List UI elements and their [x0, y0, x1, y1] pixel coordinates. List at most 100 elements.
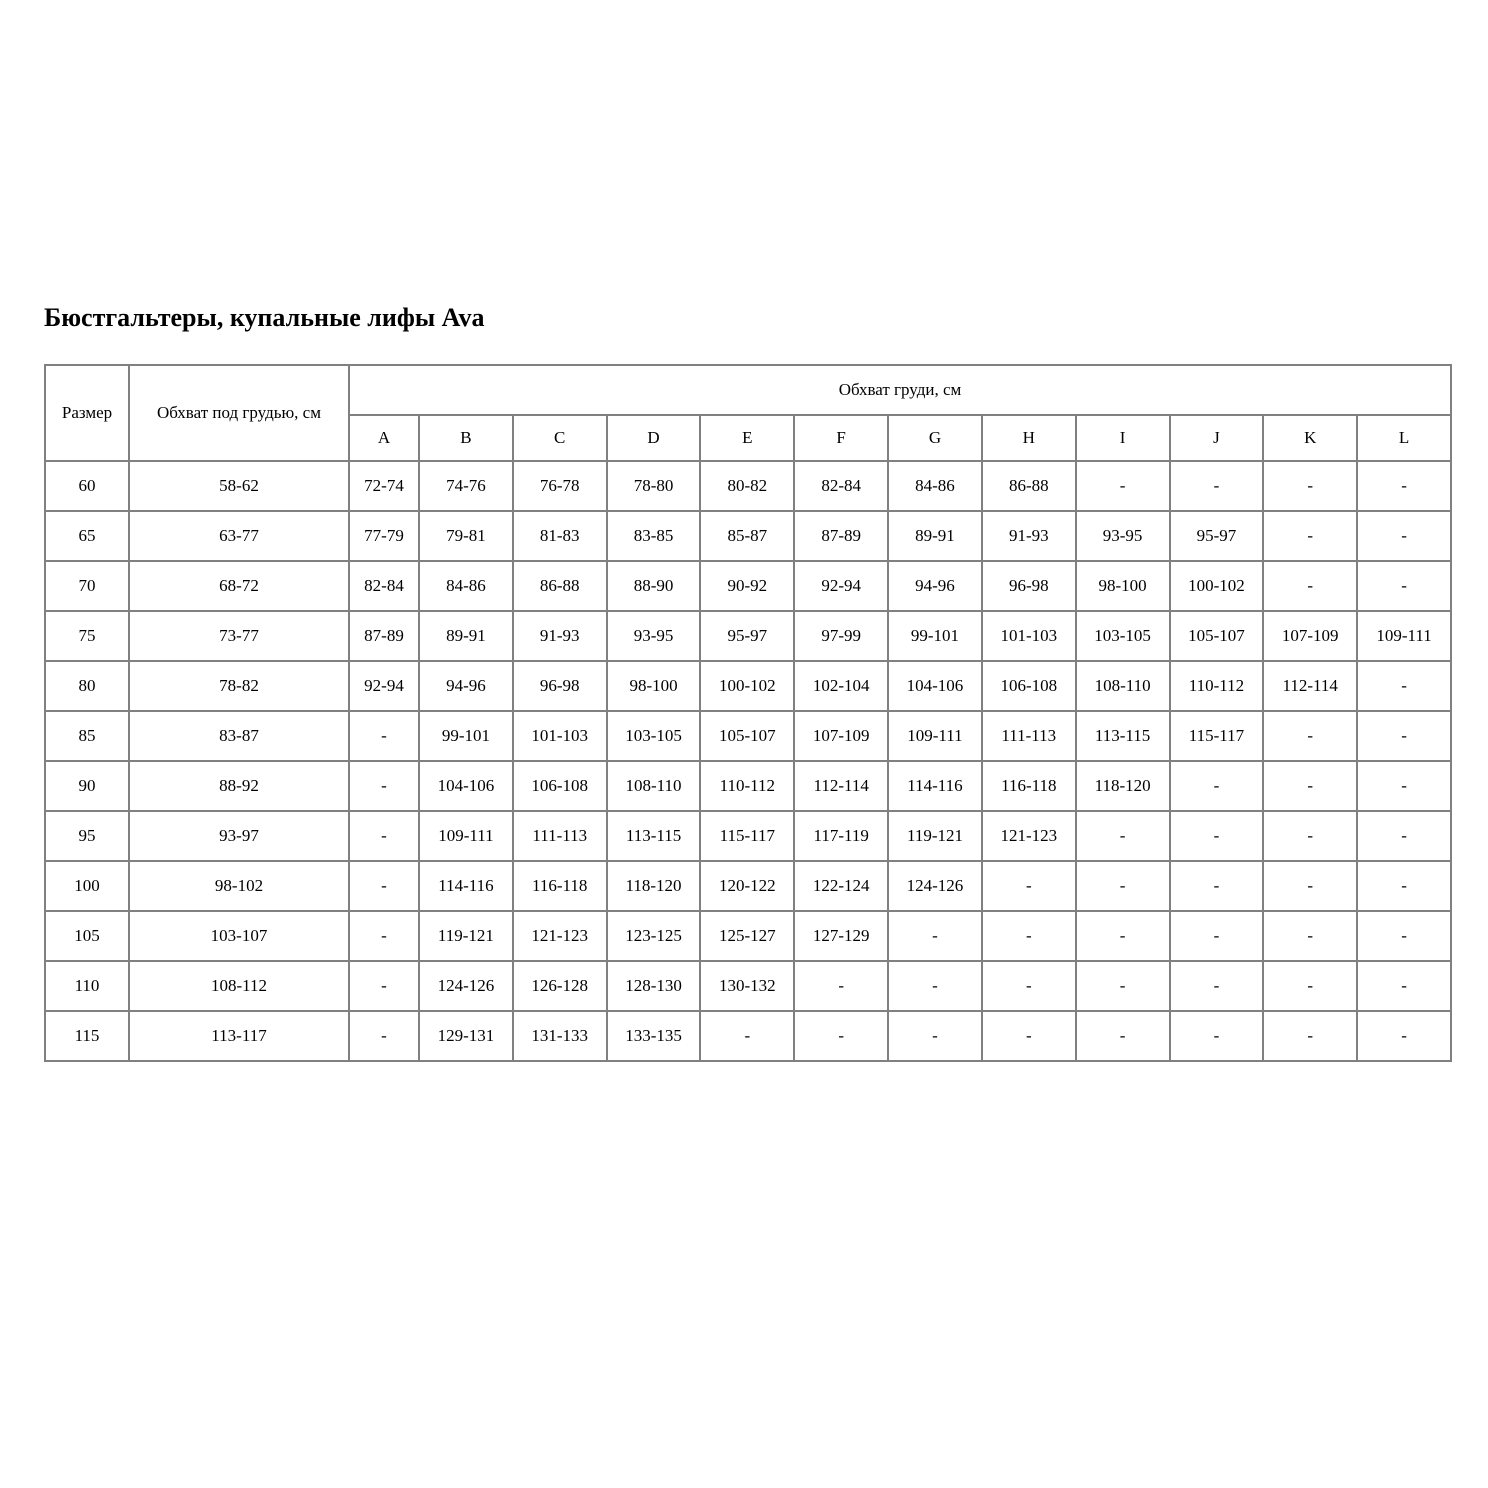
cup-value-cell: 74-76 — [418, 459, 514, 512]
header-cup-I: I — [1074, 413, 1171, 462]
size-cell: 80 — [44, 659, 130, 712]
header-cup-A: A — [348, 413, 420, 462]
cup-value-cell: 95-97 — [699, 609, 796, 662]
size-cell: 65 — [44, 509, 130, 562]
cup-value-cell: 103-105 — [605, 709, 702, 762]
cup-value-cell: 94-96 — [418, 659, 514, 712]
cup-value-cell: 88-90 — [605, 559, 702, 612]
cup-value-cell: 133-135 — [605, 1009, 702, 1062]
cup-value-cell: 108-110 — [1074, 659, 1171, 712]
cup-value-cell: 96-98 — [511, 659, 608, 712]
cup-value-cell: - — [887, 1009, 983, 1062]
cup-value-cell: - — [793, 1009, 890, 1062]
cup-value-cell: 89-91 — [887, 509, 983, 562]
size-cell: 85 — [44, 709, 130, 762]
underbust-cell: 83-87 — [128, 709, 350, 762]
cup-value-cell: 109-111 — [887, 709, 983, 762]
cup-value-cell: - — [1356, 909, 1452, 962]
table-row: 80 78-82 92-94 94-96 96-98 98-100 100-102 102-1… — [44, 659, 1452, 712]
table-header: Размер Обхват под грудью, см Обхват груд… — [44, 363, 1452, 462]
table-row: 115 113-117-129-131 131-133 133-135- - - - - - - - — [44, 1009, 1452, 1062]
cup-value-cell: - — [1262, 909, 1359, 962]
cup-value-cell: 124-126 — [887, 859, 983, 912]
cup-value-cell: 90-92 — [699, 559, 796, 612]
cup-value-cell: 109-111 — [418, 809, 514, 862]
cup-value-cell: 131-133 — [511, 1009, 608, 1062]
cup-value-cell: 91-93 — [511, 609, 608, 662]
table-row: 75 73-77 87-89 89-91 91-93 93-95 95-97 97-99 99-… — [44, 609, 1452, 662]
cup-value-cell: 106-108 — [511, 759, 608, 812]
cup-value-cell: - — [348, 909, 420, 962]
cup-value-cell: - — [793, 959, 890, 1012]
cup-value-cell: - — [1262, 1009, 1359, 1062]
cup-value-cell: 76-78 — [511, 459, 608, 512]
cup-value-cell: - — [348, 1009, 420, 1062]
cup-value-cell: 124-126 — [418, 959, 514, 1012]
header-size: Размер — [44, 363, 130, 462]
cup-value-cell: 84-86 — [418, 559, 514, 612]
table-row: 105 103-107-119-121 121-123 123-125 125-127 1… — [44, 909, 1452, 962]
cup-value-cell: 101-103 — [980, 609, 1077, 662]
cup-value-cell: - — [1356, 459, 1452, 512]
cup-value-cell: - — [348, 709, 420, 762]
cup-value-cell: - — [887, 959, 983, 1012]
table-body: 60 58-62 72-74 74-76 76-78 78-80 80-82 82-84 84-… — [44, 459, 1452, 1062]
cup-value-cell: 96-98 — [980, 559, 1077, 612]
table-row: 95 93-97-109-111 111-113 113-115 115-117 117-… — [44, 809, 1452, 862]
underbust-cell: 68-72 — [128, 559, 350, 612]
cup-value-cell: - — [699, 1009, 796, 1062]
underbust-cell: 93-97 — [128, 809, 350, 862]
cup-value-cell: 118-120 — [1074, 759, 1171, 812]
cup-value-cell: - — [348, 859, 420, 912]
cup-value-cell: 106-108 — [980, 659, 1077, 712]
cup-value-cell: 112-114 — [1262, 659, 1359, 712]
cup-value-cell: - — [1262, 859, 1359, 912]
cup-value-cell: - — [1356, 1009, 1452, 1062]
cup-value-cell: - — [1356, 559, 1452, 612]
cup-value-cell: 89-91 — [418, 609, 514, 662]
cup-value-cell: 94-96 — [887, 559, 983, 612]
size-cell: 115 — [44, 1009, 130, 1062]
cup-value-cell: - — [887, 909, 983, 962]
cup-value-cell: 119-121 — [418, 909, 514, 962]
cup-value-cell: 118-120 — [605, 859, 702, 912]
cup-value-cell: - — [1168, 759, 1265, 812]
cup-value-cell: 93-95 — [605, 609, 702, 662]
cup-value-cell: - — [1074, 909, 1171, 962]
cup-value-cell: 110-112 — [699, 759, 796, 812]
cup-value-cell: 99-101 — [418, 709, 514, 762]
cup-value-cell: 120-122 — [699, 859, 796, 912]
cup-value-cell: 117-119 — [793, 809, 890, 862]
cup-value-cell: 78-80 — [605, 459, 702, 512]
cup-value-cell: 100-102 — [1168, 559, 1265, 612]
cup-value-cell: 122-124 — [793, 859, 890, 912]
table-row: 100 98-102-114-116 116-118 118-120 120-122 12… — [44, 859, 1452, 912]
size-cell: 100 — [44, 859, 130, 912]
cup-value-cell: - — [348, 759, 420, 812]
table-row: 65 63-77 77-79 79-81 81-83 83-85 85-87 87-89 89-… — [44, 509, 1452, 562]
cup-value-cell: 77-79 — [348, 509, 420, 562]
cup-value-cell: 103-105 — [1074, 609, 1171, 662]
cup-value-cell: 107-109 — [1262, 609, 1359, 662]
cup-value-cell: 123-125 — [605, 909, 702, 962]
header-cup-E: E — [699, 413, 796, 462]
cup-value-cell: - — [1168, 459, 1265, 512]
cup-value-cell: 82-84 — [793, 459, 890, 512]
cup-value-cell: 121-123 — [511, 909, 608, 962]
header-cup-B: B — [418, 413, 514, 462]
size-chart-table: Размер Обхват под грудью, см Обхват груд… — [44, 363, 1452, 1062]
cup-value-cell: - — [1262, 809, 1359, 862]
cup-value-cell: 111-113 — [980, 709, 1077, 762]
cup-value-cell: 87-89 — [793, 509, 890, 562]
cup-value-cell: 98-100 — [605, 659, 702, 712]
underbust-cell: 63-77 — [128, 509, 350, 562]
cup-value-cell: - — [1356, 809, 1452, 862]
size-cell: 90 — [44, 759, 130, 812]
underbust-cell: 103-107 — [128, 909, 350, 962]
cup-value-cell: 105-107 — [699, 709, 796, 762]
cup-value-cell: 113-115 — [1074, 709, 1171, 762]
cup-value-cell: - — [1356, 959, 1452, 1012]
page-title: Бюстгальтеры, купальные лифы Ava — [44, 303, 485, 332]
cup-value-cell: - — [1168, 859, 1265, 912]
